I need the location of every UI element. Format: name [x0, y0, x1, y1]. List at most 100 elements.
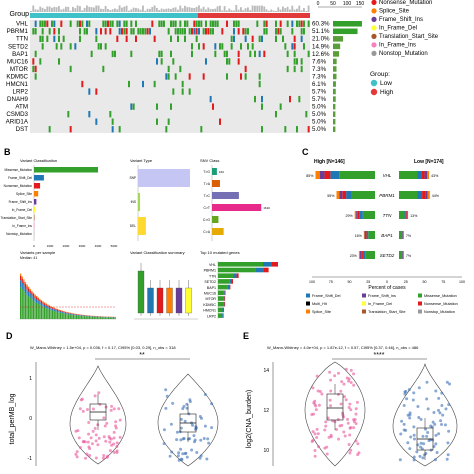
- mutation-cell: [132, 103, 135, 110]
- mutation-cell: [202, 73, 205, 80]
- violin-point: [188, 398, 192, 402]
- violin-point: [118, 418, 122, 422]
- mutation-cell: [293, 65, 296, 73]
- vps-bar: [55, 308, 57, 310]
- mutation-cell: [111, 118, 114, 125]
- vps-bar: [61, 313, 63, 319]
- mutation-cell: [34, 65, 37, 73]
- mutation-cell: [170, 103, 172, 110]
- vps-bar: [55, 308, 57, 309]
- mutation-cell: [48, 28, 51, 35]
- tmb-bar: [296, 8, 298, 12]
- vc-tick: 4000: [95, 244, 102, 248]
- top-tick: 150: [356, 1, 365, 7]
- legend-swatch: [371, 42, 377, 48]
- vps-bar: [90, 316, 92, 317]
- mutation-cell: [156, 118, 158, 125]
- vps-bar: [69, 313, 71, 315]
- cobar-right-segment: [399, 251, 402, 259]
- mutation-cell: [293, 35, 296, 42]
- violin-point: [354, 422, 358, 426]
- mutation-cell: [46, 20, 49, 27]
- tmb-bar: [93, 7, 95, 12]
- violin-point: [94, 433, 98, 437]
- vc-tick: 5000: [111, 244, 118, 248]
- snv-value: 1610: [263, 206, 270, 210]
- gene-percent: 7.6%: [312, 58, 327, 65]
- e-ytick: 12: [263, 408, 269, 414]
- gene-label: MUC16: [7, 58, 29, 65]
- vps-bar: [71, 313, 73, 314]
- violin-point: [426, 431, 430, 435]
- vps-bar: [26, 286, 28, 290]
- violin-point: [85, 452, 89, 456]
- vps-bar: [42, 302, 44, 304]
- cobar-right-segment: [424, 171, 427, 179]
- mutation-cell: [116, 20, 119, 27]
- legend-item: In_Frame_Ins: [379, 43, 416, 49]
- tmb-bar: [65, 6, 67, 12]
- violin-point: [87, 432, 91, 436]
- group-legend-item: Low: [380, 80, 392, 87]
- mutation-cell: [41, 28, 44, 35]
- violin-point: [115, 451, 119, 455]
- violin-point: [403, 392, 407, 396]
- tmb-bar: [104, 5, 107, 12]
- vc-label: Missense_Mutation: [5, 168, 33, 172]
- violin-point: [404, 428, 408, 432]
- mutation-cell: [237, 58, 240, 65]
- mutation-cell: [303, 43, 305, 50]
- violin-point: [445, 457, 449, 461]
- top10-bar: [224, 296, 226, 301]
- mutation-cell: [55, 43, 58, 50]
- violin-point: [96, 443, 100, 447]
- mutation-cell: [100, 43, 102, 50]
- cobar-right-segment: [427, 191, 430, 199]
- vps-bar: [61, 311, 63, 312]
- vps-bar: [108, 317, 110, 319]
- mutation-cell: [125, 20, 128, 27]
- mutation-cell: [60, 20, 63, 27]
- mutation-cell: [111, 20, 114, 27]
- gene-label: PBRM1: [7, 28, 29, 35]
- vps-bar: [56, 308, 59, 310]
- mutation-cell: [88, 111, 91, 118]
- mutation-cell: [263, 20, 266, 27]
- vps-bar: [40, 302, 43, 306]
- mutation-cell: [104, 28, 107, 35]
- mutation-cell: [118, 20, 121, 27]
- mutation-cell: [151, 20, 154, 27]
- cobar-right-segment: [406, 211, 408, 219]
- vps-bar: [72, 315, 75, 319]
- vps-bar: [66, 314, 68, 319]
- cobar-left-segment: [368, 231, 375, 239]
- tmb-bar: [58, 6, 60, 12]
- group-high-bar: [198, 13, 310, 18]
- gene-percent: 5.7%: [312, 96, 327, 103]
- violin-point: [439, 419, 443, 423]
- violin-point: [89, 436, 93, 440]
- gene-percent: 5.0%: [312, 111, 327, 118]
- violin-point: [400, 419, 404, 423]
- cobar-legend-item: In_Frame_Del: [368, 302, 392, 306]
- mutation-cell: [116, 35, 119, 42]
- violin-point: [182, 404, 186, 408]
- snv-label: T>G: [203, 170, 210, 174]
- mutation-cell: [86, 28, 88, 35]
- vps-bar: [37, 297, 39, 299]
- cobar-tick: 50: [423, 280, 427, 284]
- top10-gene: BAP1: [207, 286, 216, 290]
- vps-bar: [63, 311, 65, 313]
- vps-bar: [26, 284, 28, 287]
- mutation-cell: [198, 20, 200, 27]
- tmb-bar: [135, 7, 137, 12]
- cobar-legend-item: Missense_Mutation: [424, 294, 457, 298]
- violin-point: [80, 397, 84, 401]
- mutation-cell: [39, 35, 42, 42]
- vps-bar: [88, 316, 91, 319]
- tmb-bar: [212, 9, 214, 12]
- cobar-legend-swatch: [306, 293, 310, 298]
- mutation-cell: [81, 20, 84, 27]
- violin-point: [316, 389, 320, 393]
- panel-b-label: B: [4, 147, 11, 157]
